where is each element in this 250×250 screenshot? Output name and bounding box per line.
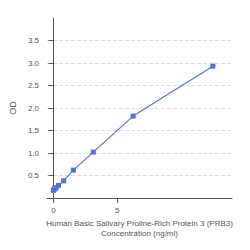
- svg-text:1.0: 1.0: [28, 149, 40, 158]
- svg-text:2.5: 2.5: [28, 81, 40, 90]
- svg-text:0.5: 0.5: [28, 171, 40, 180]
- svg-text:5: 5: [115, 206, 120, 215]
- svg-text:3.5: 3.5: [28, 36, 40, 45]
- svg-text:Human Basic Salivary Proline-R: Human Basic Salivary Proline-Rich Protei…: [46, 219, 233, 228]
- svg-text:OD: OD: [8, 101, 18, 115]
- svg-text:3.0: 3.0: [28, 59, 40, 68]
- svg-text:Concentration (ng/ml): Concentration (ng/ml): [101, 229, 178, 238]
- svg-text:0: 0: [51, 206, 56, 215]
- svg-text:2.0: 2.0: [28, 104, 40, 113]
- svg-text:1.5: 1.5: [28, 126, 40, 135]
